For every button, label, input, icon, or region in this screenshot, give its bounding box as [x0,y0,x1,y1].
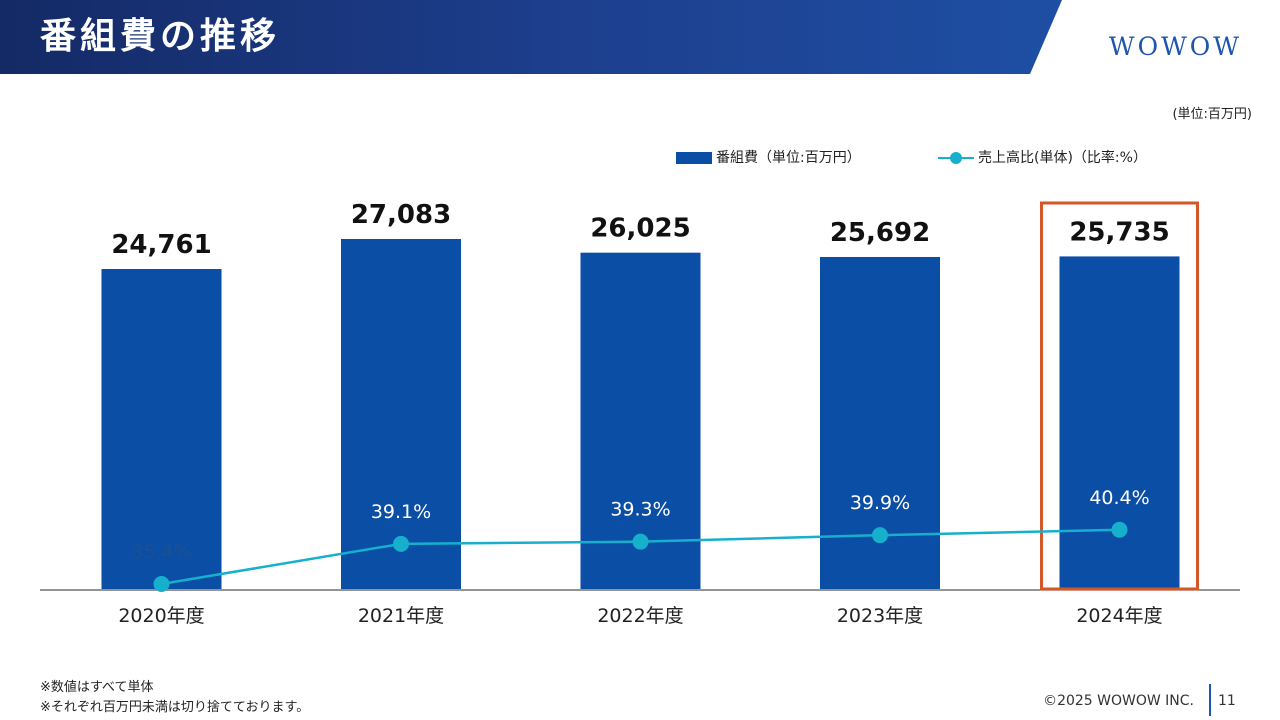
ratio-point [153,576,170,592]
ratio-point [1111,521,1128,538]
legend-item-line: 売上高比(単体)（比率:%） [938,146,1147,170]
legend-line-swatch [938,152,974,164]
bar-value-label: 27,083 [351,200,451,230]
legend-bar-swatch [676,152,712,164]
page-title: 番組費の推移 [40,16,281,57]
x-tick-label: 2021年度 [358,605,444,627]
bar-value-label: 25,735 [1069,217,1169,247]
x-tick-label: 2020年度 [118,605,204,627]
chart-legend: 番組費（単位:百万円） 売上高比(単体)（比率:%） [676,146,1236,170]
bar-value-label: 24,761 [111,230,211,260]
header-band [0,0,1062,74]
footnote-1: ※数値はすべて単体 [40,680,154,695]
bar-value-label: 25,692 [830,218,930,248]
x-tick-label: 2023年度 [837,605,923,627]
x-tick-label: 2024年度 [1076,605,1162,627]
ratio-value-label: 39.3% [610,499,670,521]
ratio-value-label: 40.4% [1089,487,1149,509]
bar-2020年度 [101,269,222,589]
legend-bar-label: 番組費（単位:百万円） [716,150,861,166]
footnotes: ※数値はすべて単体 ※それぞれ百万円未満は切り捨てております。 [40,678,560,718]
ratio-point [393,535,409,552]
ratio-point [872,527,888,544]
page-divider [1209,684,1211,716]
ratio-value-label: 39.9% [850,492,910,514]
chart-area: 24,761 2020年度 27,083 2021年度 26,025 2022年度 25,6… [40,200,1240,627]
x-tick-label: 2022年度 [597,605,683,627]
bar-2022年度 [580,252,701,589]
bar-2024年度 [1059,256,1180,589]
legend-line-label: 売上高比(単体)（比率:%） [978,150,1147,166]
unit-note: (単位:百万円) [1172,107,1252,122]
footnote-2: ※それぞれ百万円未満は切り捨てております。 [40,700,310,715]
ratio-value-label: 39.1% [371,501,431,523]
legend-item-bar: 番組費（単位:百万円） [676,146,861,170]
ratio-point [632,533,649,550]
highlight-frame [1040,201,1199,591]
brand-logo: WOWOW [1108,32,1242,61]
page-number: 11 [1218,693,1236,709]
bar-2021年度 [341,239,461,589]
copyright: ©2025 WOWOW INC. [1043,693,1194,709]
ratio-value-label: 35.4% [131,541,191,563]
bar-value-label: 26,025 [590,214,690,244]
